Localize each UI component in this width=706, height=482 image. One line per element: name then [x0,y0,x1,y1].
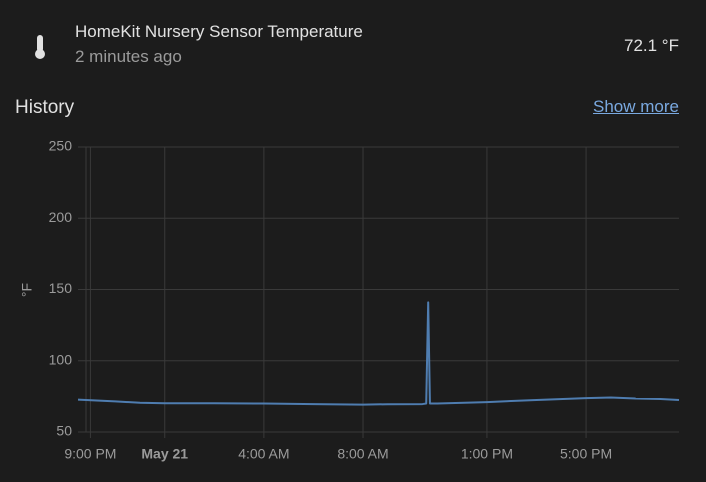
last-changed: 2 minutes ago [75,47,182,66]
data-line [77,301,680,406]
x-tick-label: 5:00 PM [560,446,612,462]
y-tick-label: 150 [49,280,73,296]
y-tick-label: 250 [49,138,73,154]
y-tick-label: 100 [49,351,73,367]
x-tick-label: May 21 [141,446,188,462]
entity-name: HomeKit Nursery Sensor Temperature [75,22,363,41]
y-tick-label: 200 [49,209,73,225]
x-tick-label: 4:00 AM [238,446,289,462]
x-tick-label: 1:00 PM [461,446,513,462]
y-axis-label: °F [19,283,35,297]
x-tick-label: 8:00 AM [337,446,388,462]
thermometer-icon [35,35,45,59]
y-tick-label: 50 [56,423,72,439]
entity-state: 72.1 °F [624,36,679,55]
section-title: History [15,97,75,118]
history-chart: °F 50 100 150 200 250 9:00 PM May 21 4:00 AM 8:0… [19,138,680,462]
show-more-link[interactable]: Show more [593,97,679,116]
x-tick-label: 9:00 PM [64,446,116,462]
